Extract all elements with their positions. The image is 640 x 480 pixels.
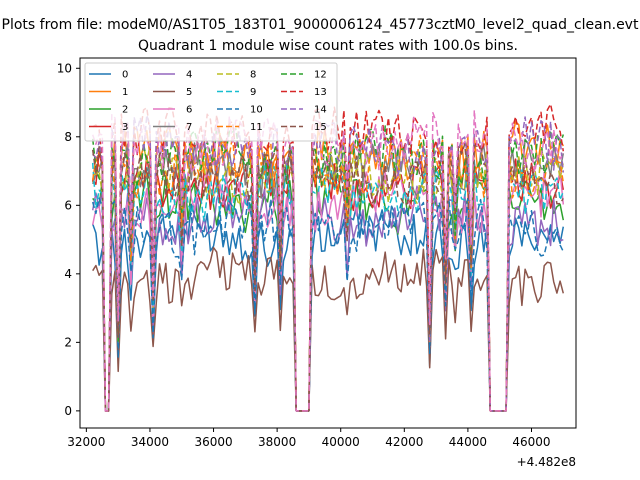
legend-label: 0: [122, 70, 128, 81]
x-tick-label: 34000: [131, 435, 169, 449]
series-line-15: [91, 142, 564, 412]
legend-label: 7: [186, 122, 192, 133]
legend-box: [84, 62, 338, 142]
x-tick-label: 38000: [258, 435, 296, 449]
y-axis: 0 2 4 6 8 10: [57, 61, 80, 418]
legend-label: 6: [186, 105, 192, 116]
legend-label: 3: [122, 122, 128, 133]
y-tick-label: 0: [64, 404, 72, 418]
legend-label: 2: [122, 105, 128, 116]
x-tick-label: 32000: [67, 435, 105, 449]
x-axis: 32000 34000 36000 38000 40000 42000 44000 46000: [67, 428, 551, 449]
x-tick-label: 36000: [194, 435, 232, 449]
y-tick-label: 8: [64, 130, 72, 144]
plot-frame: [79, 57, 577, 429]
chart-title: Quadrant 1 module wise count rates with …: [138, 38, 518, 54]
x-tick-label: 42000: [385, 435, 423, 449]
x-tick-label: 46000: [512, 435, 550, 449]
y-tick-label: 10: [57, 61, 72, 75]
series-line-6: [91, 169, 565, 412]
x-offset-label: +4.482e8: [517, 455, 576, 469]
legend-label: 5: [186, 87, 192, 98]
series-line-10: [91, 194, 564, 412]
series-line-11: [91, 134, 565, 412]
y-tick-label: 4: [64, 267, 72, 281]
legend-label: 9: [250, 87, 256, 98]
series-layer: [91, 103, 565, 412]
series-line-5: [92, 246, 565, 412]
x-tick-label: 44000: [449, 435, 487, 449]
legend-label: 15: [314, 122, 327, 133]
series-line-0: [91, 203, 565, 412]
y-tick-label: 6: [64, 198, 72, 212]
legend-label: 10: [250, 105, 263, 116]
y-tick-label: 2: [64, 335, 72, 349]
x-tick-label: 40000: [322, 435, 360, 449]
legend-label: 4: [186, 70, 192, 81]
legend-label: 8: [250, 70, 256, 81]
legend-label: 12: [314, 70, 327, 81]
legend-label: 14: [314, 105, 327, 116]
legend-label: 13: [314, 87, 327, 98]
series-line-unlabeled: [91, 109, 564, 412]
series-line-12: [91, 125, 565, 412]
legend-label: 11: [250, 122, 263, 133]
legend-label: 1: [122, 87, 128, 98]
chart-suptitle: Plots from file: modeM0/AS1T05_183T01_90…: [2, 17, 639, 33]
